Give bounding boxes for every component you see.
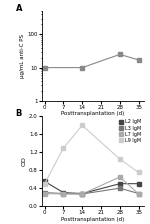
L2 IgM [44, 180, 46, 183]
L3 IgM [119, 187, 121, 190]
L9 IgM [81, 124, 83, 127]
L9 IgM [44, 182, 46, 185]
X-axis label: Posttransplantation (d): Posttransplantation (d) [61, 217, 125, 222]
L9 IgM [138, 171, 140, 174]
L3 IgM [138, 192, 140, 195]
L9 IgM [63, 146, 64, 149]
L7 IgM [44, 192, 46, 195]
L7 IgM [81, 193, 83, 195]
L7 IgM [63, 193, 64, 195]
Line: L9 IgM: L9 IgM [43, 124, 140, 185]
L3 IgM [81, 193, 83, 195]
L2 IgM [119, 182, 121, 185]
Text: A: A [15, 4, 22, 13]
Line: L3 IgM: L3 IgM [43, 186, 140, 196]
L7 IgM [138, 193, 140, 195]
Text: B: B [15, 109, 22, 118]
Y-axis label: OD: OD [21, 156, 26, 166]
L3 IgM [63, 192, 64, 195]
X-axis label: Posttransplantation (d): Posttransplantation (d) [61, 111, 125, 116]
L2 IgM [138, 182, 140, 185]
L3 IgM [44, 191, 46, 194]
Legend: L2 IgM, L3 IgM, L7 IgM, L9 IgM: L2 IgM, L3 IgM, L7 IgM, L9 IgM [118, 119, 142, 144]
L2 IgM [63, 191, 64, 194]
Line: L2 IgM: L2 IgM [43, 180, 140, 195]
Y-axis label: µg/mL anti-C PS: µg/mL anti-C PS [20, 34, 25, 78]
L2 IgM [81, 192, 83, 195]
Line: L7 IgM: L7 IgM [43, 175, 140, 196]
L7 IgM [119, 176, 121, 178]
L9 IgM [119, 158, 121, 160]
